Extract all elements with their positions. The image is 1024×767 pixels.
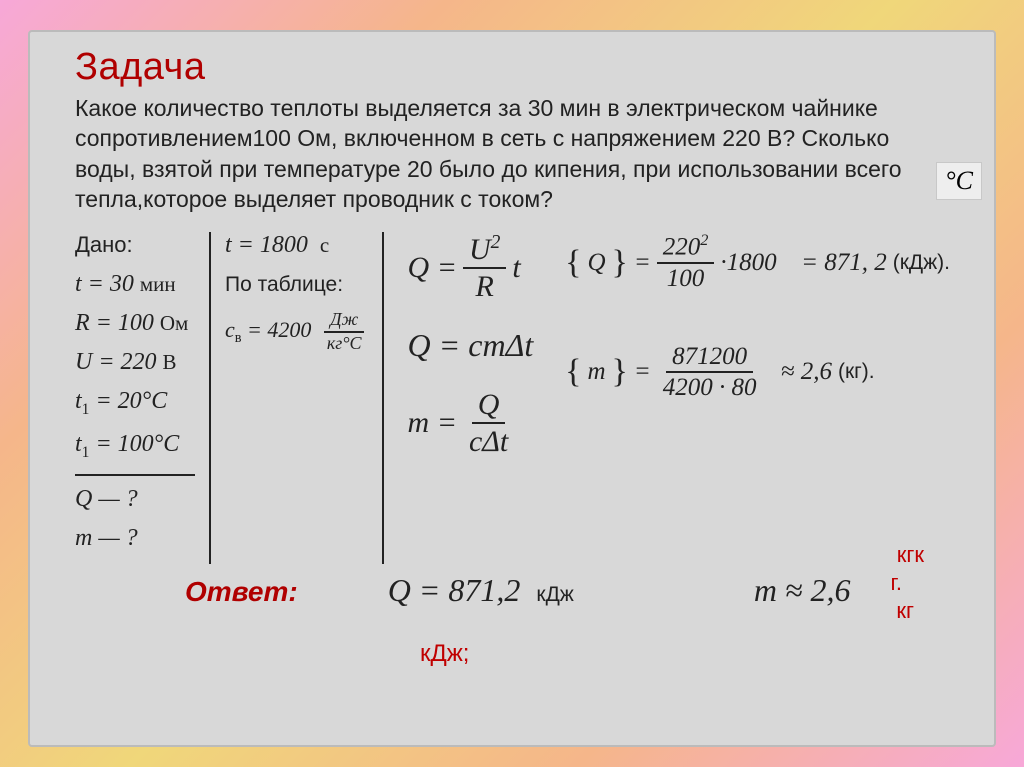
table-label: По таблице:: [225, 273, 343, 296]
given-R: R = 100 Ом: [75, 310, 195, 337]
t-seconds: t = 1800 с: [225, 232, 368, 259]
given-t: t = 30 мин: [75, 271, 195, 298]
formula-Q-heat: Q = U2 R t: [408, 232, 542, 303]
stray-kdj: кДж;: [420, 640, 469, 668]
degree-c-box: °C: [936, 162, 982, 200]
given-column: Дано: t = 30 мин R = 100 Ом U = 220 В t1…: [75, 232, 209, 564]
stray-kg: кг: [896, 598, 914, 624]
answer-Q: Q = 871,2 кДж: [388, 572, 574, 609]
find-m: m — ?: [75, 525, 195, 552]
solution-area: Дано: t = 30 мин R = 100 Ом U = 220 В t1…: [75, 232, 964, 564]
stray-kgk: кгк: [897, 542, 924, 568]
formula-Q-cmdt: Q = cmΔt: [408, 327, 542, 364]
problem-text: Какое количество теплоты выделяется за 3…: [75, 93, 935, 214]
answer-m: m ≈ 2,6: [754, 572, 851, 609]
given-divider: [75, 474, 195, 476]
given-label: Дано:: [75, 232, 133, 257]
calc-m: {m} = 871200 4200 · 80 ≈ 2,6 (кг).: [565, 343, 950, 402]
stray-g: г.: [891, 570, 902, 596]
answer-row: Ответ: Q = 871,2 кДж m ≈ 2,6: [75, 572, 964, 609]
slide-title: Задача: [75, 46, 964, 89]
given-U: U = 220 В: [75, 349, 195, 376]
given-t2: t1 = 100°C: [75, 431, 195, 462]
slide-panel: Задача Какое количество теплоты выделяет…: [28, 30, 996, 747]
conversion-column: t = 1800 с По таблице: cв = 4200 Дж кг°C: [209, 232, 382, 564]
answer-label: Ответ:: [185, 576, 298, 608]
find-Q: Q — ?: [75, 486, 195, 513]
specific-heat: cв = 4200 Дж кг°C: [225, 310, 368, 354]
given-t1: t1 = 20°C: [75, 388, 195, 419]
calc-column: {Q} = 2202 100 ·1800 = 871, 2 (кДж). {m}…: [555, 232, 964, 564]
calc-Q: {Q} = 2202 100 ·1800 = 871, 2 (кДж).: [565, 232, 950, 292]
formulas-column: Q = U2 R t Q = cmΔt m = Q cΔt: [382, 232, 556, 564]
formula-m: m = Q cΔt: [408, 388, 542, 458]
